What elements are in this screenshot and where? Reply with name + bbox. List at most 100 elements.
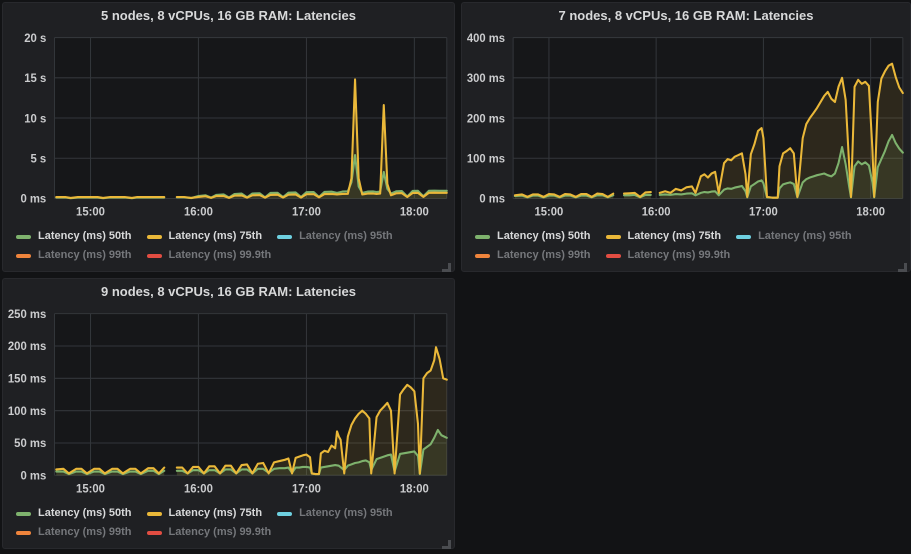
series-line	[55, 469, 166, 476]
series-line	[658, 133, 904, 199]
legend-swatch-icon	[475, 234, 490, 239]
panel-7-nodes-latencies: 7 nodes, 8 vCPUs, 16 GB RAM: Latencies 0…	[461, 2, 911, 272]
y-axis-tick-label: 50 ms	[14, 438, 46, 450]
series-line	[55, 195, 166, 200]
legend-item[interactable]: Latency (ms) 75th	[146, 227, 263, 246]
y-axis-tick-label: 200 ms	[8, 341, 46, 353]
series-line	[658, 62, 904, 199]
legend-label: Latency (ms) 50th	[38, 230, 132, 242]
x-axis-tick-label: 17:00	[292, 206, 321, 218]
panel-title[interactable]: 5 nodes, 8 vCPUs, 16 GB RAM: Latencies	[100, 8, 357, 23]
legend-item[interactable]: Latency (ms) 99.9th	[146, 246, 272, 265]
legend-swatch-icon	[146, 530, 162, 535]
series-area-fill	[176, 430, 447, 476]
chart-canvas[interactable]: 0 ms 100 ms 200 ms 300 ms 400 ms 15:00 16:00 17…	[462, 27, 910, 226]
legend-swatch-icon	[146, 234, 162, 239]
latency-chart: 0 ms 5 s 10 s 15 s 20 s 15:00 16:00 17:00 18:00	[3, 27, 454, 226]
x-axis-tick-label: 15:00	[535, 206, 564, 218]
legend-item[interactable]: Latency (ms) 99th	[16, 523, 132, 542]
legend-label: Latency (ms) 95th	[299, 230, 393, 242]
legend-label: Latency (ms) 99.9th	[627, 249, 731, 261]
empty-dashboard-cell	[461, 278, 911, 549]
legend-item[interactable]: Latency (ms) 95th	[736, 227, 852, 246]
legend-swatch-icon	[146, 253, 162, 258]
legend-item[interactable]: Latency (ms) 50th	[475, 227, 591, 246]
panel-9-nodes-latencies: 9 nodes, 8 vCPUs, 16 GB RAM: Latencies 0…	[2, 278, 455, 549]
legend-item[interactable]: Latency (ms) 75th	[605, 227, 722, 246]
x-axis-tick-label: 16:00	[642, 206, 671, 218]
panel-resize-handle-icon[interactable]	[442, 536, 451, 549]
series-line	[513, 192, 615, 198]
chart-canvas[interactable]: 0 ms 5 s 10 s 15 s 20 s 15:00 16:00 17:00 18:00	[3, 27, 454, 226]
y-axis-tick-label: 0 ms	[20, 470, 46, 482]
panel-title[interactable]: 7 nodes, 8 vCPUs, 16 GB RAM: Latencies	[558, 8, 814, 23]
legend: Latency (ms) 50th Latency (ms) 75th Latenc…	[462, 226, 910, 271]
y-axis-tick-label: 400 ms	[467, 33, 505, 45]
legend-item[interactable]: Latency (ms) 50th	[16, 227, 132, 246]
series-area-fill	[659, 63, 903, 199]
x-axis-tick-label: 15:00	[76, 483, 105, 495]
legend-swatch-icon	[475, 253, 490, 258]
x-axis-tick-label: 18:00	[856, 206, 885, 218]
y-axis-tick-label: 20 s	[24, 33, 46, 45]
legend-swatch-icon	[16, 511, 31, 516]
legend-item[interactable]: Latency (ms) 50th	[16, 504, 132, 523]
legend-swatch-icon	[16, 530, 31, 535]
legend-item[interactable]: Latency (ms) 95th	[277, 504, 393, 523]
legend-swatch-icon	[146, 511, 162, 516]
series-line	[175, 78, 448, 200]
legend-label: Latency (ms) 95th	[299, 507, 393, 519]
y-axis-tick-label: 100 ms	[467, 153, 505, 165]
y-axis-tick-label: 0 ms	[20, 194, 46, 206]
legend: Latency (ms) 50th Latency (ms) 75th Latenc…	[3, 226, 454, 271]
legend-label: Latency (ms) 99th	[38, 526, 132, 538]
latency-chart: 0 ms 100 ms 200 ms 300 ms 400 ms 15:00 16:00 17…	[462, 27, 910, 226]
y-axis-tick-label: 250 ms	[8, 309, 46, 321]
x-axis-tick-label: 17:00	[749, 206, 778, 218]
legend-item[interactable]: Latency (ms) 99.9th	[605, 246, 731, 265]
x-axis-tick-label: 15:00	[76, 206, 105, 218]
legend-label: Latency (ms) 99.9th	[168, 249, 272, 261]
legend-swatch-icon	[277, 511, 293, 516]
panel-title[interactable]: 9 nodes, 8 vCPUs, 16 GB RAM: Latencies	[100, 284, 357, 299]
x-axis-tick-label: 16:00	[184, 483, 213, 495]
series-line	[622, 190, 652, 198]
legend-item[interactable]: Latency (ms) 99th	[475, 246, 591, 265]
series-line	[55, 466, 166, 475]
legend-label: Latency (ms) 99th	[497, 249, 591, 261]
legend-label: Latency (ms) 50th	[38, 507, 132, 519]
legend-item[interactable]: Latency (ms) 75th	[146, 504, 263, 523]
series-line	[175, 346, 448, 476]
legend-item[interactable]: Latency (ms) 99th	[16, 246, 132, 265]
series-area-fill	[176, 347, 447, 476]
plot-area[interactable]	[54, 313, 447, 476]
legend-label: Latency (ms) 99th	[38, 249, 132, 261]
legend-label: Latency (ms) 95th	[758, 230, 852, 242]
x-axis-tick-label: 18:00	[400, 483, 429, 495]
legend-label: Latency (ms) 75th	[168, 230, 263, 242]
legend-label: Latency (ms) 50th	[497, 230, 591, 242]
legend-swatch-icon	[605, 253, 621, 258]
legend-swatch-icon	[277, 234, 293, 239]
y-axis-tick-label: 300 ms	[467, 73, 505, 85]
chart-canvas[interactable]: 0 ms 50 ms 100 ms 150 ms 200 ms 250 ms 15:00 16…	[3, 303, 454, 503]
legend: Latency (ms) 50th Latency (ms) 75th Latenc…	[3, 503, 454, 548]
x-axis-tick-label: 18:00	[400, 206, 429, 218]
legend-swatch-icon	[605, 234, 621, 239]
y-axis-tick-label: 5 s	[31, 153, 47, 165]
y-axis-tick-label: 10 s	[24, 113, 46, 125]
x-axis-tick-label: 17:00	[292, 483, 321, 495]
panel-resize-handle-icon[interactable]	[898, 259, 907, 272]
legend-swatch-icon	[16, 253, 31, 258]
legend-item[interactable]: Latency (ms) 99.9th	[146, 523, 272, 542]
y-axis-tick-label: 200 ms	[467, 113, 505, 125]
legend-label: Latency (ms) 99.9th	[168, 526, 272, 538]
legend-label: Latency (ms) 75th	[627, 230, 722, 242]
panel-5-nodes-latencies: 5 nodes, 8 vCPUs, 16 GB RAM: Latencies 0…	[2, 2, 455, 272]
legend-swatch-icon	[736, 234, 752, 239]
series-line	[513, 194, 615, 199]
legend-label: Latency (ms) 75th	[168, 507, 263, 519]
legend-item[interactable]: Latency (ms) 95th	[277, 227, 393, 246]
panel-resize-handle-icon[interactable]	[442, 259, 451, 272]
